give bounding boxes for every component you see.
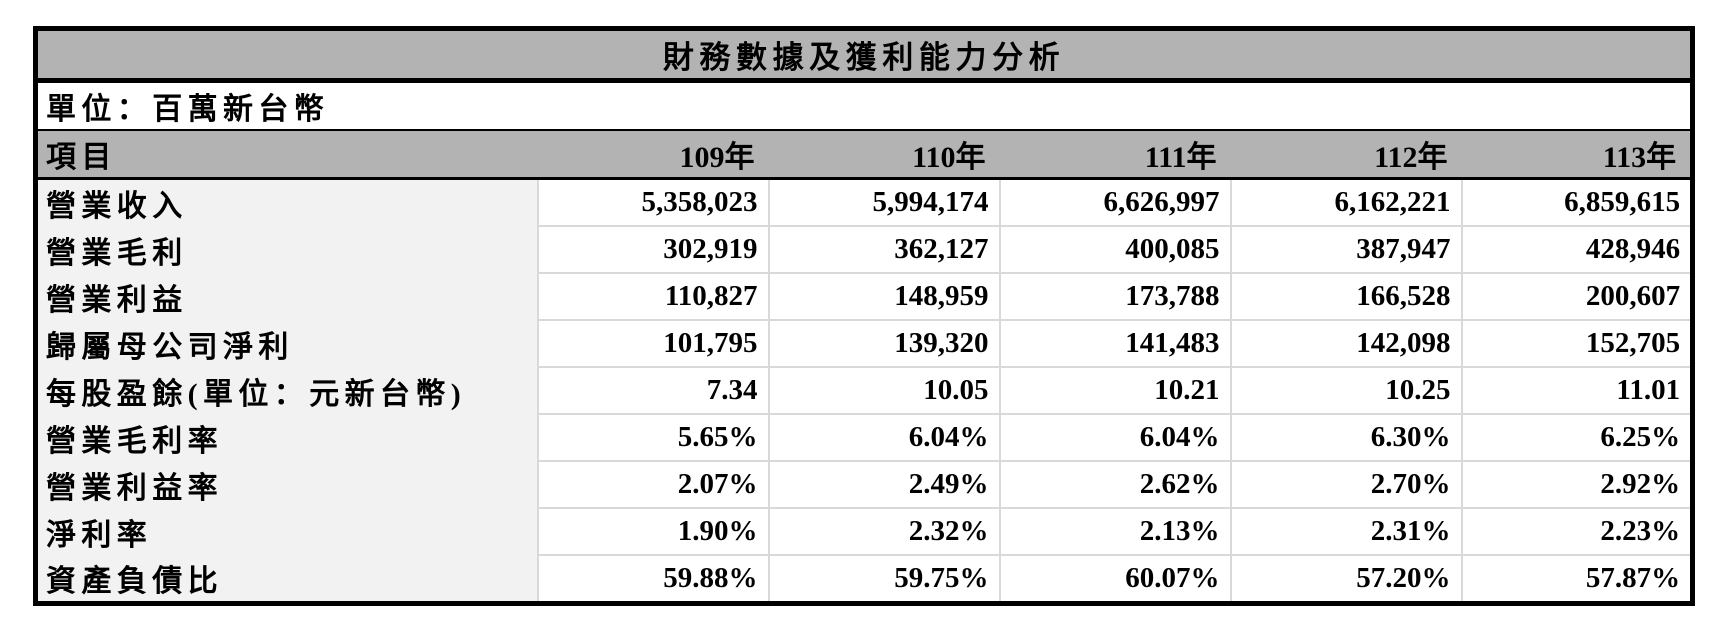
value-cell: 59.75%	[767, 554, 1001, 605]
row-label: 營業利益率	[35, 461, 538, 508]
value-cell: 59.88%	[536, 554, 770, 605]
table-row: 歸屬母公司淨利 101,795 139,320 141,483 142,098 152,7…	[35, 319, 1694, 368]
value-cell: 101,795	[536, 319, 770, 368]
value-cell: 302,919	[536, 225, 770, 274]
unit-note: 單位：百萬新台幣	[35, 80, 1693, 131]
value-cell: 400,085	[998, 225, 1232, 274]
table-row: 營業毛利 302,919 362,127 400,085 387,947 428,946	[35, 225, 1694, 274]
column-header-year-109: 109年	[537, 130, 769, 180]
column-header-year-111: 111年	[999, 130, 1231, 180]
row-label: 營業收入	[35, 178, 538, 226]
value-cell: 362,127	[767, 225, 1001, 274]
table-row: 淨利率 1.90% 2.32% 2.13% 2.31% 2.23%	[35, 507, 1694, 556]
value-cell: 2.23%	[1460, 507, 1694, 556]
header-row: 項目 109年 110年 111年 112年 113年	[35, 130, 1693, 180]
value-cell: 5.65%	[536, 413, 770, 462]
financial-table: 財務數據及獲利能力分析 單位：百萬新台幣 項目 109年 110年 111年 1…	[33, 26, 1696, 606]
unit-row: 單位：百萬新台幣	[35, 80, 1693, 131]
value-cell: 142,098	[1229, 319, 1463, 368]
value-cell: 2.07%	[536, 460, 770, 509]
value-cell: 57.87%	[1460, 554, 1694, 605]
column-header-year-112: 112年	[1230, 130, 1462, 180]
value-cell: 11.01	[1460, 366, 1694, 415]
value-cell: 2.13%	[998, 507, 1232, 556]
value-cell: 6,626,997	[998, 177, 1232, 227]
table-row: 營業利益 110,827 148,959 173,788 166,528 200,607	[35, 272, 1694, 321]
table-row: 營業收入 5,358,023 5,994,174 6,626,997 6,162,221…	[35, 177, 1694, 227]
value-cell: 200,607	[1460, 272, 1694, 321]
value-cell: 2.32%	[767, 507, 1001, 556]
value-cell: 173,788	[998, 272, 1232, 321]
row-label: 營業毛利率	[35, 414, 538, 461]
value-cell: 6,859,615	[1460, 177, 1694, 227]
value-cell: 10.25	[1229, 366, 1463, 415]
value-cell: 2.62%	[998, 460, 1232, 509]
table-row: 資產負債比 59.88% 59.75% 60.07% 57.20% 57.87%	[35, 554, 1694, 605]
value-cell: 5,358,023	[536, 177, 770, 227]
column-header-year-110: 110年	[768, 130, 1000, 180]
row-label: 每股盈餘(單位：元新台幣)	[35, 367, 538, 414]
row-label: 資產負債比	[35, 555, 538, 604]
table-body: 營業收入 5,358,023 5,994,174 6,626,997 6,162,221…	[35, 177, 1694, 605]
column-header-item: 項目	[35, 130, 538, 180]
value-cell: 6.04%	[998, 413, 1232, 462]
value-cell: 141,483	[998, 319, 1232, 368]
value-cell: 6.25%	[1460, 413, 1694, 462]
value-cell: 1.90%	[536, 507, 770, 556]
value-cell: 428,946	[1460, 225, 1694, 274]
value-cell: 2.92%	[1460, 460, 1694, 509]
value-cell: 387,947	[1229, 225, 1463, 274]
value-cell: 110,827	[536, 272, 770, 321]
title-row: 財務數據及獲利能力分析	[35, 28, 1693, 83]
value-cell: 148,959	[767, 272, 1001, 321]
value-cell: 2.49%	[767, 460, 1001, 509]
table-row: 營業毛利率 5.65% 6.04% 6.04% 6.30% 6.25%	[35, 413, 1694, 462]
column-header-year-113: 113年	[1461, 130, 1693, 180]
value-cell: 152,705	[1460, 319, 1694, 368]
value-cell: 2.31%	[1229, 507, 1463, 556]
table-title: 財務數據及獲利能力分析	[35, 28, 1693, 83]
value-cell: 166,528	[1229, 272, 1463, 321]
row-label: 營業利益	[35, 273, 538, 320]
value-cell: 60.07%	[998, 554, 1232, 605]
table-row: 每股盈餘(單位：元新台幣) 7.34 10.05 10.21 10.25 11.01	[35, 366, 1694, 415]
row-label: 淨利率	[35, 508, 538, 555]
row-label: 營業毛利	[35, 226, 538, 273]
value-cell: 6.30%	[1229, 413, 1463, 462]
value-cell: 5,994,174	[767, 177, 1001, 227]
value-cell: 6.04%	[767, 413, 1001, 462]
row-label: 歸屬母公司淨利	[35, 320, 538, 367]
value-cell: 10.21	[998, 366, 1232, 415]
value-cell: 139,320	[767, 319, 1001, 368]
value-cell: 10.05	[767, 366, 1001, 415]
table-row: 營業利益率 2.07% 2.49% 2.62% 2.70% 2.92%	[35, 460, 1694, 509]
value-cell: 6,162,221	[1229, 177, 1463, 227]
value-cell: 7.34	[536, 366, 770, 415]
value-cell: 2.70%	[1229, 460, 1463, 509]
value-cell: 57.20%	[1229, 554, 1463, 605]
